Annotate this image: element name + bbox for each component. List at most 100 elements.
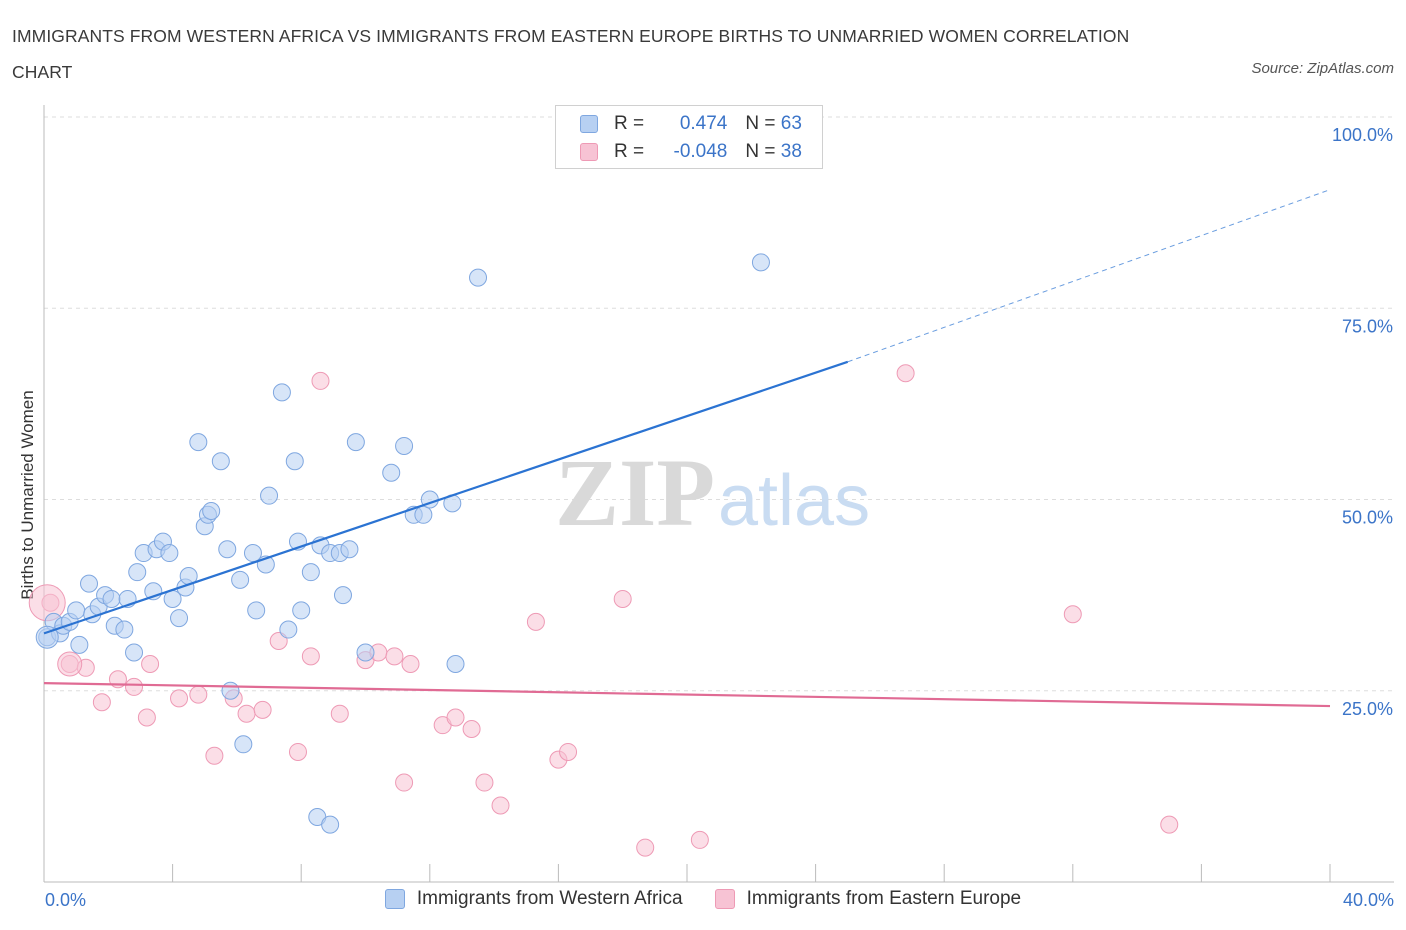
legend-swatch-western-africa	[384, 889, 405, 909]
legend-label: Immigrants from Eastern Europe	[746, 888, 1022, 909]
data-point-eastern-europe	[395, 773, 414, 792]
legend: Immigrants from Western Africa Immigrant…	[0, 888, 1406, 910]
n-label: N =	[745, 141, 781, 162]
data-point-eastern-europe	[57, 651, 83, 677]
data-point-western-africa	[128, 563, 147, 582]
x-tick-label-max: 40.0%	[1342, 890, 1394, 910]
data-point-western-africa	[382, 463, 401, 482]
data-point-eastern-europe	[896, 364, 915, 383]
data-point-eastern-europe	[137, 708, 156, 727]
y-tick-label: 25.0%	[1342, 699, 1393, 719]
r-value: 0.474	[679, 113, 728, 134]
data-point-eastern-europe	[491, 796, 510, 815]
data-point-eastern-europe	[330, 704, 349, 723]
series-western-africa-points	[35, 253, 770, 834]
watermark-zip: ZIP	[555, 439, 715, 546]
data-point-eastern-europe	[92, 693, 111, 712]
n-label: N =	[745, 113, 781, 134]
data-point-western-africa	[279, 620, 298, 639]
data-point-western-africa	[160, 544, 179, 563]
stats-row-eastern-europe: R = -0.048 N = 38	[580, 138, 802, 166]
chart-title: IMMIGRANTS FROM WESTERN AFRICA VS IMMIGR…	[12, 26, 1130, 82]
axes	[43, 105, 1394, 883]
data-point-eastern-europe	[559, 742, 578, 761]
data-point-western-africa	[260, 486, 279, 505]
data-point-western-africa	[102, 589, 121, 608]
data-point-western-africa	[35, 625, 59, 649]
data-point-eastern-europe	[269, 632, 288, 651]
watermark-atlas: atlas	[718, 461, 870, 541]
data-point-eastern-europe	[462, 720, 481, 738]
data-point-eastern-europe	[237, 704, 256, 723]
data-point-eastern-europe	[401, 654, 420, 673]
data-point-eastern-europe	[170, 689, 189, 708]
y-tick-label: 50.0%	[1342, 508, 1393, 528]
data-point-western-africa	[346, 433, 365, 452]
data-point-western-africa	[469, 268, 488, 287]
data-point-western-africa	[301, 563, 320, 582]
data-point-eastern-europe	[288, 742, 307, 761]
data-point-eastern-europe	[189, 685, 208, 704]
data-point-western-africa	[340, 540, 359, 559]
data-point-western-africa	[292, 601, 311, 620]
data-point-eastern-europe	[1063, 605, 1082, 624]
data-point-eastern-europe	[446, 708, 465, 727]
trend-line-western-africa	[43, 360, 849, 635]
data-point-eastern-europe	[311, 371, 330, 390]
trend-line-eastern-europe	[43, 682, 1331, 708]
data-point-eastern-europe	[526, 612, 545, 631]
data-point-western-africa	[333, 586, 352, 605]
y-tick-label: 100.0%	[1332, 125, 1393, 145]
data-point-eastern-europe	[253, 700, 272, 719]
legend-item-western-africa[interactable]: Immigrants from Western Africa	[384, 888, 683, 910]
y-tick-label: 75.0%	[1342, 316, 1393, 336]
data-point-western-africa	[414, 505, 433, 524]
data-point-western-africa	[70, 635, 89, 654]
data-point-eastern-europe	[125, 677, 144, 696]
data-point-eastern-europe	[385, 647, 404, 666]
trend-line-western-africa-extension	[847, 189, 1331, 363]
data-point-western-africa	[211, 452, 230, 471]
data-point-western-africa	[80, 574, 99, 593]
x-tick-label-min: 0.0%	[45, 890, 87, 910]
swatch-western-africa	[580, 115, 598, 133]
data-point-western-africa	[170, 609, 189, 628]
r-label: R =	[614, 113, 650, 134]
watermark: ZIP atlas	[555, 439, 870, 546]
legend-item-eastern-europe[interactable]: Immigrants from Eastern Europe	[714, 888, 1022, 910]
data-point-eastern-europe	[301, 647, 320, 666]
data-point-western-africa	[202, 501, 221, 520]
legend-label: Immigrants from Western Africa	[416, 888, 683, 909]
data-point-western-africa	[243, 544, 262, 563]
data-point-western-africa	[446, 654, 465, 673]
swatch-eastern-europe	[580, 143, 598, 161]
r-label: R =	[614, 141, 650, 162]
data-point-eastern-europe	[1160, 815, 1179, 834]
data-point-western-africa	[115, 620, 134, 639]
legend-swatch-eastern-europe	[714, 889, 735, 909]
data-point-eastern-europe	[205, 746, 224, 765]
data-point-western-africa	[272, 383, 291, 402]
n-value: 38	[780, 141, 802, 162]
data-point-western-africa	[395, 436, 414, 455]
source-label: Source: ZipAtlas.com	[1251, 60, 1394, 77]
data-point-eastern-europe	[613, 589, 632, 608]
data-point-western-africa	[234, 735, 253, 754]
stats-box: R = 0.474 N = 63 R = -0.048 N = 38	[555, 105, 823, 169]
y-tick-labels: 25.0% 50.0% 75.0% 100.0%	[1332, 125, 1393, 719]
data-point-eastern-europe	[141, 654, 160, 673]
r-value: -0.048	[673, 141, 728, 162]
data-point-western-africa	[231, 570, 250, 589]
data-point-western-africa	[221, 681, 240, 700]
n-value: 63	[780, 113, 802, 134]
data-point-western-africa	[67, 601, 86, 620]
data-point-eastern-europe	[690, 830, 709, 849]
grid-lines	[44, 116, 1394, 692]
data-point-western-africa	[125, 643, 144, 662]
data-point-western-africa	[321, 815, 340, 834]
stats-row-western-africa: R = 0.474 N = 63	[580, 110, 802, 138]
data-point-western-africa	[751, 253, 770, 272]
data-point-western-africa	[247, 601, 266, 620]
trend-lines	[43, 189, 1331, 708]
